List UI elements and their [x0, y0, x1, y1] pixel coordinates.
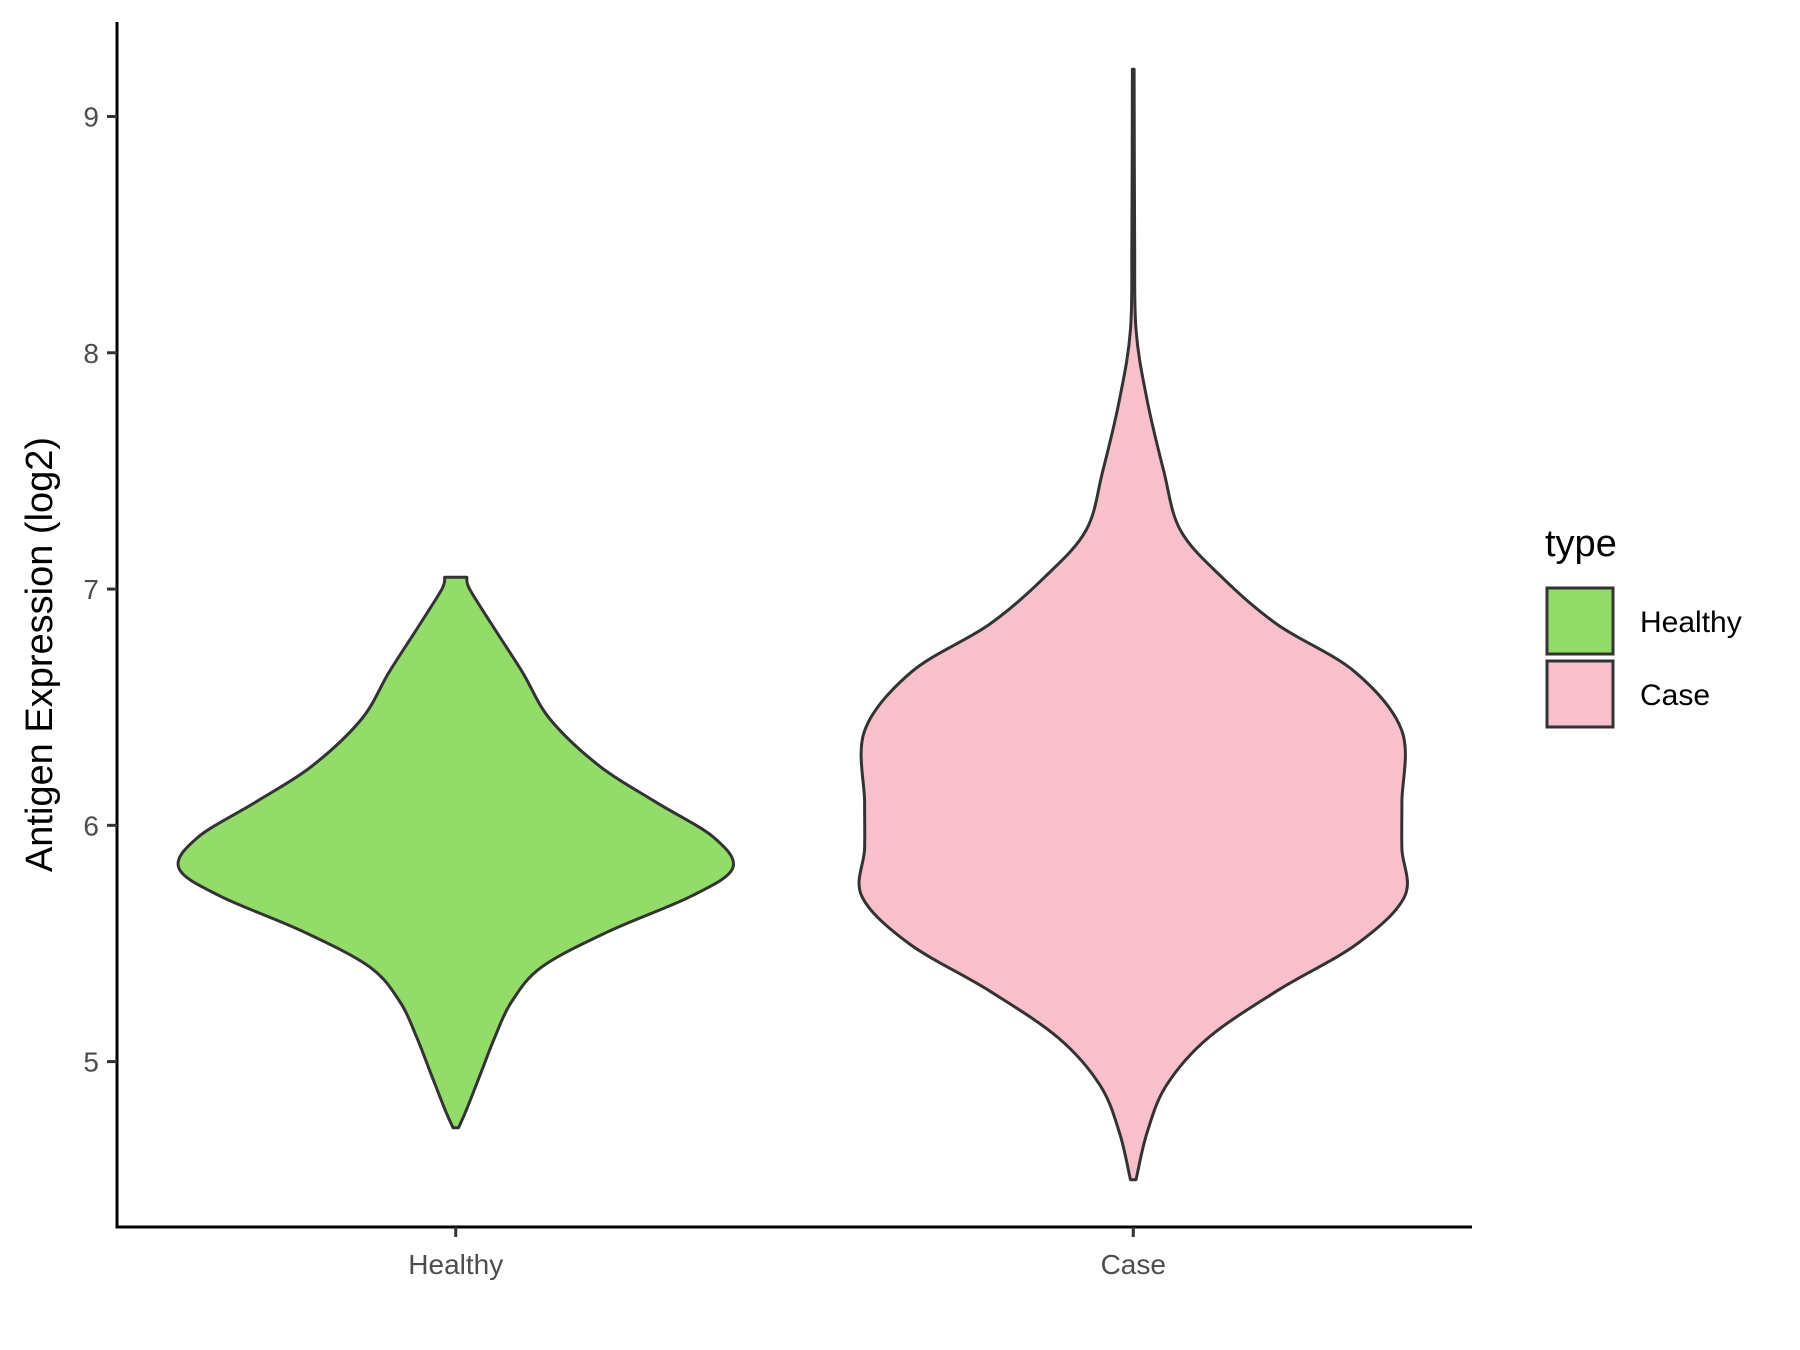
y-tick-label: 6 — [83, 810, 99, 841]
violin-healthy — [176, 575, 736, 1130]
violin-layer — [176, 67, 1409, 1182]
legend-title: type — [1545, 523, 1617, 565]
x-tick-label-healthy: Healthy — [408, 1249, 503, 1280]
y-tick-label: 8 — [83, 338, 99, 369]
y-tick-label: 7 — [83, 574, 99, 605]
y-tick-label: 9 — [83, 102, 99, 133]
axes — [115, 22, 1472, 1229]
violin-case — [857, 67, 1409, 1182]
x-tick-label-case: Case — [1101, 1249, 1166, 1280]
legend-key-healthy — [1545, 586, 1615, 656]
legend-label-healthy: Healthy — [1640, 606, 1742, 639]
y-ticks: 5 6 7 8 9 — [83, 102, 117, 1078]
legend: type Healthy Case — [1545, 523, 1742, 729]
legend-label-case: Case — [1640, 679, 1710, 712]
legend-key-case — [1545, 659, 1615, 729]
y-tick-label: 5 — [83, 1047, 99, 1078]
x-ticks: Healthy Case — [408, 1227, 1166, 1280]
y-axis-title: Antigen Expression (log2) — [19, 437, 61, 872]
